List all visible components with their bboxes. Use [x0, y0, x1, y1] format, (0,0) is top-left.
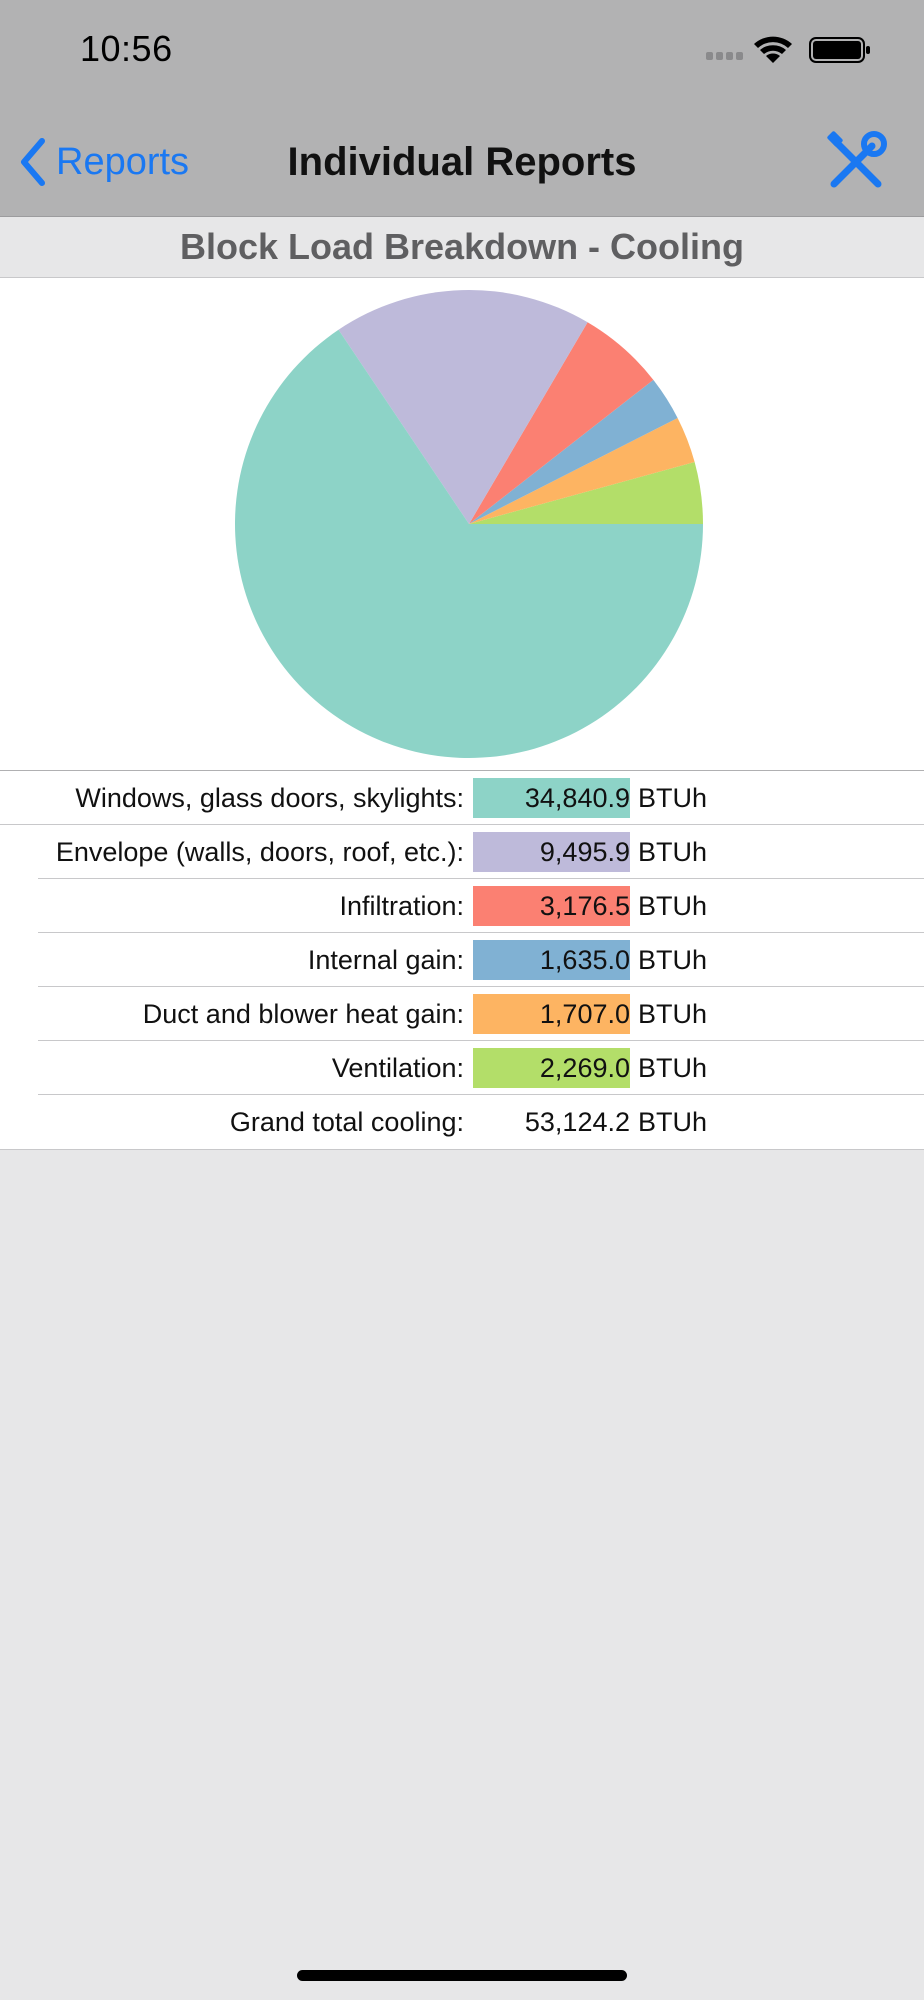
chevron-left-icon [21, 138, 45, 186]
slice-infiltration [469, 322, 654, 524]
row-label: Windows, glass doors, skylights: [75, 783, 464, 813]
status-time: 10:56 [80, 28, 173, 69]
row-divider [38, 878, 924, 879]
row-divider [38, 932, 924, 933]
table-row: Windows, glass doors, skylights: 34,840.9… [0, 771, 924, 825]
section-title: Block Load Breakdown - Cooling [0, 217, 924, 278]
row-value: 1,635.0 [539, 945, 630, 975]
row-unit: BTUh [638, 945, 708, 975]
row-unit: BTUh [638, 999, 708, 1029]
back-button[interactable]: Reports [18, 134, 189, 190]
row-label: Envelope (walls, doors, roof, etc.): [55, 837, 464, 867]
table-row: Ventilation: 2,269.0 BTUh [0, 1041, 924, 1095]
slice-duct [469, 417, 695, 524]
row-divider [38, 1040, 924, 1041]
row-label: Internal gain: [307, 945, 464, 975]
total-label: Grand total cooling: [229, 1107, 464, 1137]
cellular-signal-icon [706, 52, 743, 60]
row-value: 34,840.9 [524, 783, 630, 813]
row-label: Ventilation: [331, 1053, 464, 1083]
table-row: Infiltration: 3,176.5 BTUh [0, 879, 924, 933]
slice-windows [234, 329, 703, 758]
tools-icon [827, 131, 887, 188]
row-value: 3,176.5 [539, 891, 630, 921]
table-row: Internal gain: 1,635.0 BTUh [0, 933, 924, 987]
row-unit: BTUh [638, 783, 708, 813]
color-swatch [473, 940, 630, 980]
tools-button[interactable] [824, 130, 888, 194]
row-label: Duct and blower heat gain: [142, 999, 464, 1029]
total-unit: BTUh [638, 1107, 708, 1137]
row-value: 2,269.0 [539, 1053, 630, 1083]
row-label: Infiltration: [339, 891, 464, 921]
status-icons [706, 34, 876, 66]
total-value: 53,124.2 [524, 1107, 630, 1137]
row-divider [38, 1094, 924, 1095]
status-bar: 10:56 [0, 0, 924, 104]
row-value: 9,495.9 [539, 837, 630, 867]
slice-ventilation [469, 461, 703, 524]
slice-envelope [338, 290, 588, 524]
color-swatch [473, 886, 630, 926]
page-title: Individual Reports [287, 140, 637, 184]
color-swatch [473, 1048, 630, 1088]
breakdown-table: Windows, glass doors, skylights: 34,840.9… [0, 771, 924, 1150]
back-button-label: Reports [56, 140, 190, 183]
row-unit: BTUh [638, 1053, 708, 1083]
home-indicator [297, 1970, 627, 1981]
color-swatch [473, 994, 630, 1034]
slice-internal-gain [469, 379, 678, 524]
chart-area [0, 278, 924, 771]
battery-icon [809, 37, 870, 63]
wifi-icon [754, 36, 792, 63]
color-swatch [473, 832, 630, 872]
navigation-bar: Reports Individual Reports [0, 104, 924, 217]
table-row: Envelope (walls, doors, roof, etc.): 9,49… [0, 825, 924, 879]
color-swatch [473, 778, 630, 818]
row-unit: BTUh [638, 891, 708, 921]
table-row: Duct and blower heat gain: 1,707.0 BTUh [0, 987, 924, 1041]
total-row: Grand total cooling: 53,124.2 BTUh [0, 1095, 924, 1149]
row-divider [0, 824, 924, 825]
row-divider [38, 986, 924, 987]
row-unit: BTUh [638, 837, 708, 867]
pie-chart [234, 290, 703, 758]
row-value: 1,707.0 [539, 999, 630, 1029]
